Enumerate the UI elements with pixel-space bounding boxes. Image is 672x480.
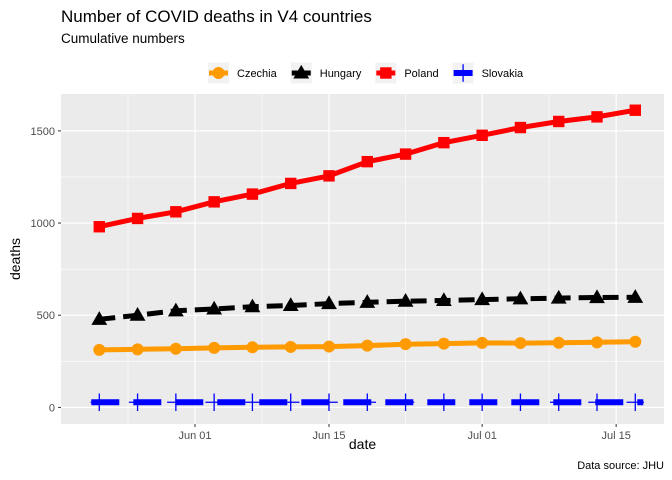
data-point bbox=[435, 292, 452, 307]
data-point bbox=[167, 393, 185, 411]
data-point bbox=[591, 336, 603, 349]
data-point bbox=[243, 393, 262, 411]
y-axis-label: deaths bbox=[7, 238, 23, 280]
data-point bbox=[399, 148, 412, 160]
data-point bbox=[285, 177, 297, 190]
legend-label: Hungary bbox=[320, 68, 362, 80]
data-point bbox=[549, 393, 568, 411]
data-point bbox=[591, 111, 603, 123]
y-tick-label: 1500 bbox=[31, 126, 55, 138]
data-point bbox=[626, 393, 645, 411]
data-point bbox=[476, 336, 489, 349]
data-point bbox=[205, 393, 223, 411]
data-point bbox=[208, 341, 221, 354]
data-point bbox=[476, 129, 488, 141]
data-point bbox=[244, 298, 261, 313]
data-point bbox=[629, 335, 642, 348]
data-point bbox=[246, 188, 259, 200]
series-layer bbox=[90, 104, 645, 411]
x-tick-label: Jul 15 bbox=[601, 430, 630, 442]
series-hungary bbox=[91, 289, 644, 325]
data-point bbox=[588, 393, 606, 411]
data-point bbox=[170, 206, 182, 218]
legend-key-marker bbox=[380, 67, 392, 79]
x-axis-label: date bbox=[349, 436, 376, 452]
y-tick-label: 0 bbox=[49, 402, 55, 414]
data-point bbox=[246, 341, 259, 354]
data-point bbox=[435, 393, 453, 411]
x-tick-label: Jun 15 bbox=[312, 430, 345, 442]
data-point bbox=[438, 136, 450, 149]
legend-label: Poland bbox=[404, 68, 438, 80]
data-point bbox=[397, 293, 414, 307]
series-slovakia bbox=[90, 393, 645, 411]
series-poland bbox=[93, 104, 641, 233]
data-point bbox=[359, 294, 376, 308]
chart-caption: Data source: JHU bbox=[577, 460, 664, 472]
data-point bbox=[93, 343, 106, 356]
legend-item: Slovakia bbox=[452, 62, 524, 84]
data-point bbox=[361, 339, 374, 352]
data-point bbox=[361, 155, 373, 168]
axes: 0 500 1000 1500 Jun 01 Jun 15 Jul 01 Jul 15 bbox=[31, 126, 631, 442]
data-point bbox=[206, 300, 223, 315]
legend-item: Hungary bbox=[290, 62, 362, 84]
data-point bbox=[284, 340, 297, 353]
data-point bbox=[131, 343, 144, 356]
data-point bbox=[514, 337, 527, 350]
data-point bbox=[550, 289, 567, 304]
data-point bbox=[511, 393, 530, 411]
series-czechia bbox=[93, 335, 642, 356]
data-point bbox=[167, 302, 184, 317]
legend-item: Czechia bbox=[208, 62, 278, 84]
data-point bbox=[514, 121, 527, 134]
data-point bbox=[128, 393, 147, 411]
y-tick-label: 1000 bbox=[31, 218, 55, 230]
grid-lines bbox=[61, 94, 664, 424]
data-point bbox=[399, 338, 412, 351]
data-point bbox=[208, 196, 220, 208]
data-point bbox=[320, 393, 338, 411]
legend-key-marker bbox=[293, 64, 310, 79]
legend-label: Slovakia bbox=[482, 68, 524, 80]
data-point bbox=[90, 393, 109, 411]
data-point bbox=[129, 307, 146, 321]
data-point bbox=[169, 342, 182, 355]
data-point bbox=[91, 311, 108, 325]
plot-panel bbox=[61, 94, 664, 424]
data-point bbox=[396, 393, 415, 411]
data-point bbox=[131, 212, 144, 225]
data-point bbox=[589, 289, 605, 304]
data-point bbox=[281, 393, 300, 411]
data-point bbox=[93, 221, 105, 233]
data-point bbox=[512, 290, 529, 305]
legend-item: Poland bbox=[375, 62, 439, 84]
data-point bbox=[323, 170, 335, 182]
legend-label: Czechia bbox=[237, 68, 278, 80]
x-tick-label: Jun 01 bbox=[178, 430, 211, 442]
data-point bbox=[321, 295, 337, 310]
data-point bbox=[437, 337, 450, 350]
data-point bbox=[474, 291, 491, 306]
data-point bbox=[358, 393, 377, 411]
data-point bbox=[627, 289, 644, 303]
chart-subtitle: Cumulative numbers bbox=[61, 31, 185, 46]
data-point bbox=[323, 340, 335, 353]
data-point bbox=[473, 393, 491, 411]
data-point bbox=[282, 297, 299, 312]
data-point bbox=[629, 104, 641, 116]
legend-key-marker bbox=[212, 67, 225, 79]
legend: Czechia Hungary Poland Slovakia bbox=[208, 62, 524, 84]
chart-title: Number of COVID deaths in V4 countries bbox=[61, 7, 372, 26]
data-point bbox=[553, 115, 565, 128]
y-tick-label: 500 bbox=[37, 310, 55, 322]
legend-key-marker bbox=[454, 64, 472, 82]
x-tick-label: Jul 01 bbox=[467, 430, 496, 442]
data-point bbox=[552, 336, 565, 349]
